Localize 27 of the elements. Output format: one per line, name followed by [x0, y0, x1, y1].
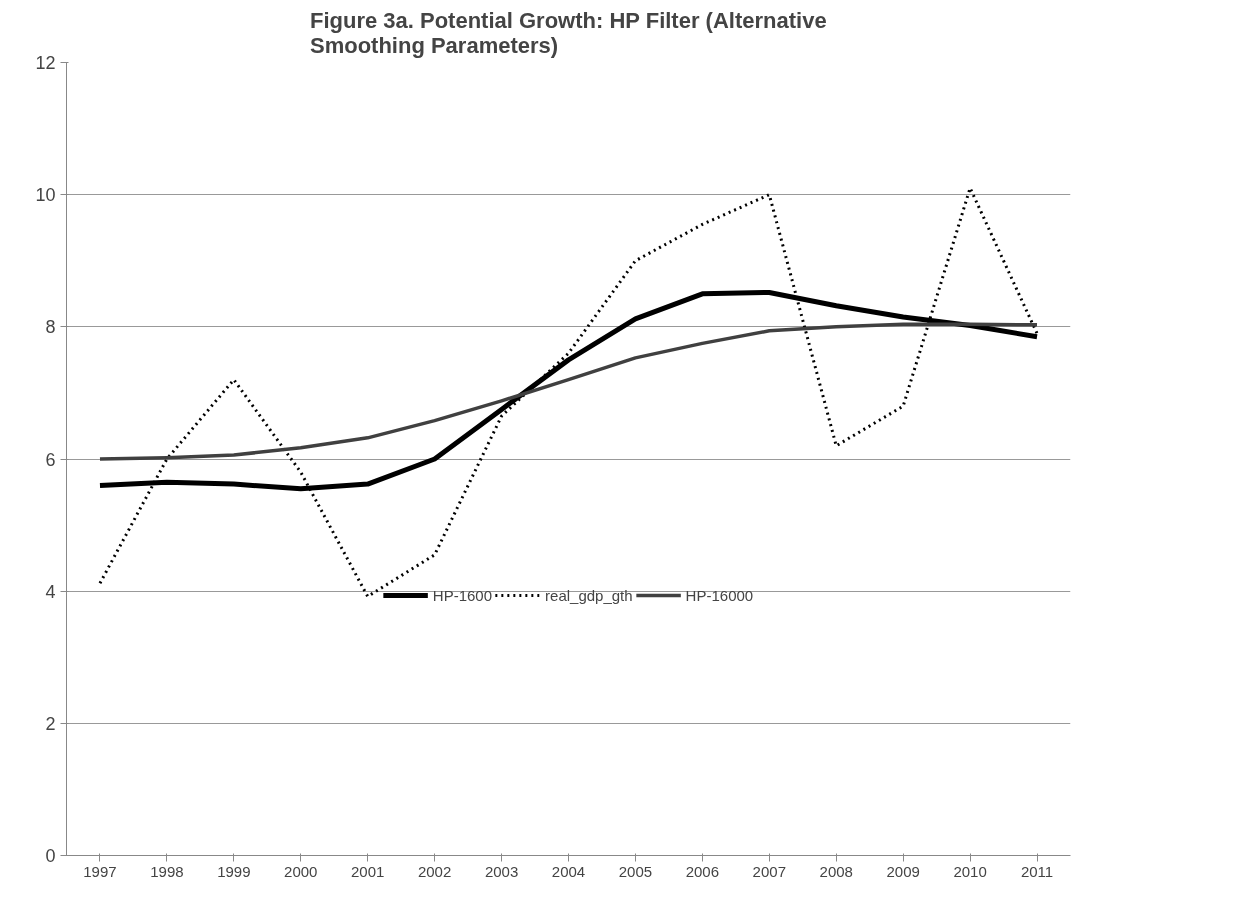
x-tick-label: 2007: [752, 862, 786, 880]
y-tick-label: 8: [45, 317, 56, 338]
y-tick-label: 12: [35, 53, 56, 73]
legend-label: HP-16000: [685, 586, 754, 604]
x-tick-label: 2004: [551, 862, 586, 880]
x-tick-label: 1999: [217, 862, 251, 880]
y-tick-label: 10: [35, 185, 56, 206]
x-tick-label: 2001: [351, 862, 385, 880]
x-tick-label: 2005: [618, 862, 653, 880]
y-tick-label: 4: [45, 581, 56, 602]
x-tick-label: 1997: [83, 862, 117, 880]
x-tick-label: 2010: [953, 862, 987, 880]
chart-title: Figure 3a. Potential Growth: HP Filter (Alternative Smoothing Parameters): [309, 7, 827, 58]
x-tick-label: 2006: [685, 862, 720, 880]
x-tick-label: 2002: [417, 862, 452, 880]
x-tick-label: 2008: [819, 862, 853, 880]
y-tick-label: 6: [45, 449, 56, 470]
x-tick-label: 2003: [484, 862, 519, 880]
line-series: [98, 322, 1039, 461]
y-tick-label: 2: [45, 713, 56, 734]
legend-label: HP-1600: [432, 586, 493, 604]
x-tick-label: 1998: [150, 862, 184, 880]
x-tick-label: 2011: [1020, 862, 1054, 880]
x-tick-label: 2009: [886, 862, 920, 880]
legend-label: real_gdp_gth: [545, 586, 633, 604]
x-tick-label: 2000: [284, 862, 318, 880]
y-tick-label: 0: [45, 846, 56, 866]
